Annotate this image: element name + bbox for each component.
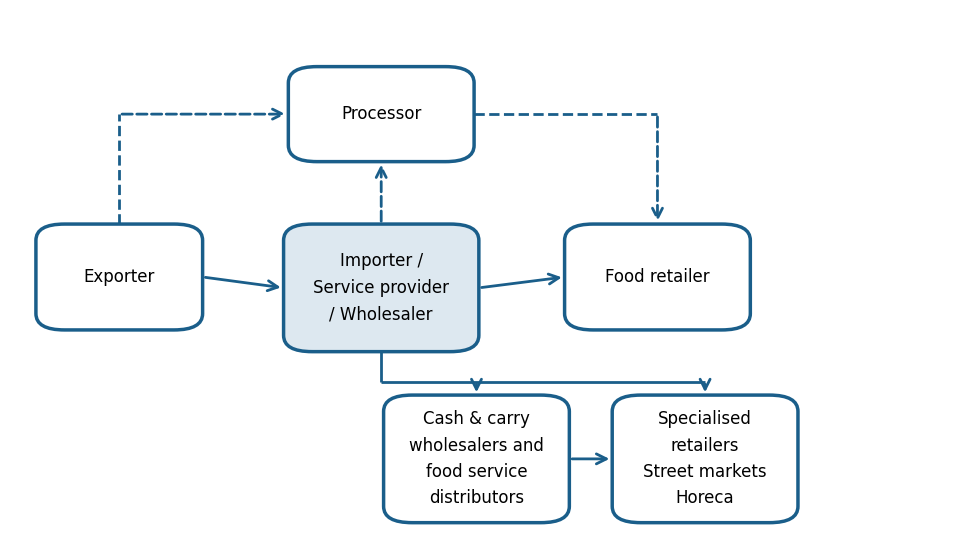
FancyBboxPatch shape (384, 395, 570, 522)
Text: Processor: Processor (341, 105, 422, 123)
Text: Exporter: Exporter (84, 268, 155, 286)
FancyBboxPatch shape (36, 224, 202, 330)
Text: Food retailer: Food retailer (606, 268, 710, 286)
FancyBboxPatch shape (612, 395, 798, 522)
FancyBboxPatch shape (565, 224, 750, 330)
FancyBboxPatch shape (289, 66, 474, 162)
FancyBboxPatch shape (284, 224, 479, 352)
Text: Importer /
Service provider
/ Wholesaler: Importer / Service provider / Wholesaler (313, 253, 449, 323)
Text: Cash & carry
wholesalers and
food service
distributors: Cash & carry wholesalers and food servic… (409, 411, 544, 507)
Text: Specialised
retailers
Street markets
Horeca: Specialised retailers Street markets Hor… (643, 411, 767, 507)
